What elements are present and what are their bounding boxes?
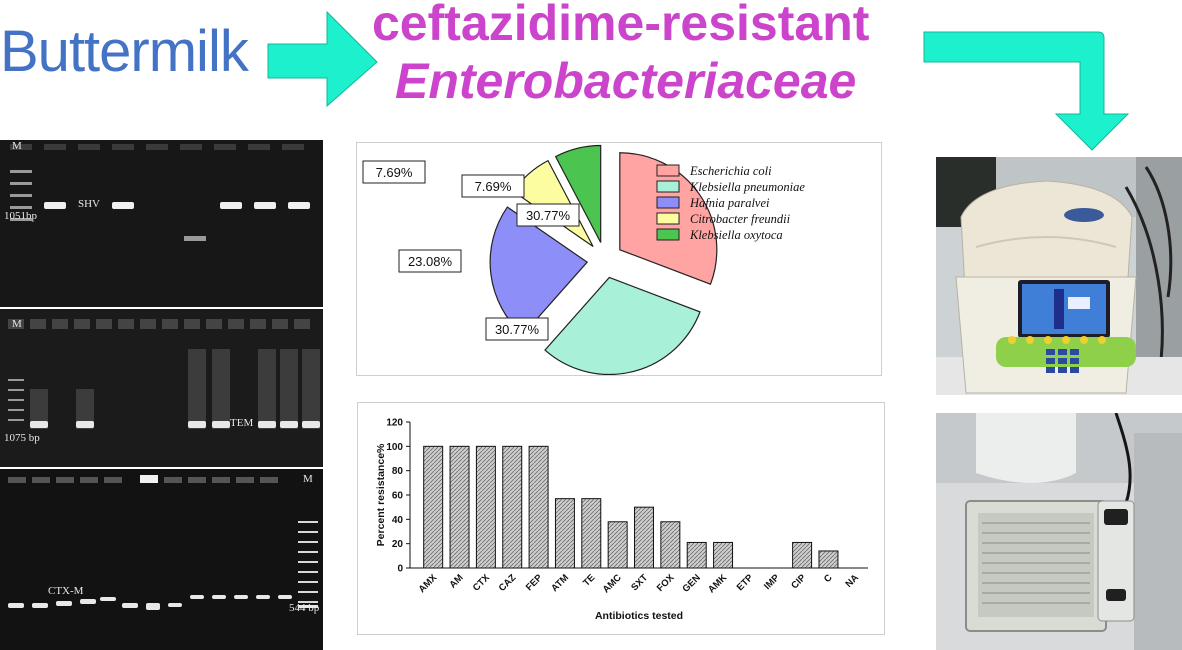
x-tick-label: AMK bbox=[706, 572, 729, 595]
bar bbox=[818, 550, 839, 569]
x-tick-label: ATM bbox=[549, 572, 571, 594]
y-tick-label: 80 bbox=[392, 466, 404, 477]
gel-tem-panel: M TEM 1075 bp bbox=[0, 309, 323, 467]
x-tick-label: AMC bbox=[601, 572, 624, 595]
x-tick-label: TE bbox=[581, 572, 597, 588]
y-tick-label: 60 bbox=[392, 491, 404, 502]
arrow-down-icon bbox=[923, 31, 1130, 151]
legend-swatch bbox=[656, 212, 680, 225]
gel-tem-bands bbox=[0, 309, 323, 467]
x-tick-label: FOX bbox=[655, 572, 677, 594]
pie-data-label: 7.69% bbox=[376, 165, 413, 180]
bar bbox=[686, 541, 707, 569]
x-tick-label: C bbox=[822, 572, 835, 585]
y-tick-label: 120 bbox=[386, 418, 403, 429]
bar bbox=[581, 498, 602, 569]
gel-shv-band-size: 1051bp bbox=[4, 210, 37, 222]
legend-label: Klebsiella oxytoca bbox=[689, 228, 783, 242]
pie-data-label-box bbox=[516, 203, 580, 227]
bar bbox=[554, 498, 575, 569]
x-tick-label: NA bbox=[843, 572, 861, 590]
legend-label: Klebsiella pneumoniae bbox=[689, 180, 805, 194]
pie-data-label-box bbox=[398, 249, 462, 273]
gel-shv-gene-label: SHV bbox=[78, 198, 101, 210]
gel-shv-panel: M SHV 1051bp bbox=[0, 140, 323, 307]
bar bbox=[792, 541, 813, 569]
bar bbox=[713, 541, 734, 569]
gel-tem-gene-label: TEM bbox=[230, 417, 254, 429]
legend-label: Citrobacter freundii bbox=[690, 212, 791, 226]
y-tick-label: 20 bbox=[392, 539, 404, 550]
legend-swatch bbox=[656, 164, 680, 177]
x-tick-label: CIP bbox=[789, 572, 808, 591]
pie-slice bbox=[544, 276, 701, 376]
pie-data-label: 30.77% bbox=[495, 322, 540, 337]
pie-data-label-box bbox=[362, 160, 426, 184]
gel-tem-band-size: 1075 bp bbox=[4, 432, 40, 444]
x-tick-label: AM bbox=[447, 572, 465, 590]
gel-ctxm-panel: M CTX-M 544 bp bbox=[0, 469, 323, 650]
gel-ctxm-bands bbox=[0, 469, 323, 650]
gel-ctxm-gene-label: CTX-M bbox=[48, 585, 84, 597]
y-tick-label: 0 bbox=[397, 564, 403, 575]
pie-data-label: 30.77% bbox=[526, 208, 571, 223]
bar bbox=[660, 521, 681, 569]
electrophoresis-photo bbox=[936, 413, 1182, 650]
title-line-1: ceftazidime-resistant bbox=[372, 0, 870, 51]
x-tick-label: AMX bbox=[417, 572, 440, 595]
gel-ctxm-band-size: 544 bp bbox=[289, 602, 320, 614]
x-tick-label: ETP bbox=[735, 572, 756, 593]
pie-chart-box: 30.77% 30.77% 23.08% 7.69% 7.69% Escherichia … bbox=[356, 142, 882, 376]
x-tick-label: FEP bbox=[524, 572, 545, 593]
legend-swatch bbox=[656, 180, 680, 193]
y-tick-label: 100 bbox=[386, 442, 403, 453]
pie-chart: 30.77% 30.77% 23.08% 7.69% 7.69% Escherichia … bbox=[362, 144, 805, 376]
bar bbox=[607, 521, 628, 569]
bar bbox=[423, 445, 444, 569]
x-tick-label: IMP bbox=[762, 572, 782, 592]
gel-shv-bands bbox=[0, 140, 323, 307]
bar bbox=[502, 445, 523, 569]
pie-data-label: 23.08% bbox=[408, 254, 453, 269]
y-axis-title: Percent resistance% bbox=[375, 443, 387, 546]
gel-ctxm-marker: M bbox=[303, 473, 313, 485]
gel-tem-marker: M bbox=[12, 318, 22, 330]
x-tick-label: CTX bbox=[471, 572, 493, 594]
x-axis-title: Antibiotics tested bbox=[595, 610, 683, 622]
arrow-right-icon bbox=[267, 10, 378, 108]
source-label: Buttermilk bbox=[0, 19, 249, 84]
x-tick-label: GEN bbox=[680, 572, 702, 594]
x-tick-label: CAZ bbox=[497, 572, 519, 594]
thermocycler-image bbox=[936, 157, 1182, 395]
electrophoresis-image bbox=[936, 413, 1182, 650]
pie-slice bbox=[554, 144, 602, 243]
thermocycler-photo bbox=[936, 157, 1182, 395]
legend-label: Hafnia paralvei bbox=[689, 196, 770, 210]
gel-shv-marker: M bbox=[12, 140, 22, 152]
bar bbox=[528, 445, 549, 569]
bar bbox=[449, 445, 470, 569]
pie-data-label: 7.69% bbox=[475, 179, 512, 194]
legend-swatch bbox=[656, 196, 680, 209]
legend-label: Escherichia coli bbox=[689, 164, 772, 178]
bar-chart: 0 20 40 60 80 100 120 AMX AM CTX CAZ FEP ATM TE AMC SXT… bbox=[375, 418, 868, 622]
legend-swatch bbox=[656, 228, 680, 241]
bar-chart-box: 0 20 40 60 80 100 120 AMX AM CTX CAZ FEP ATM TE AMC SXT… bbox=[357, 402, 885, 635]
x-tick-label: SXT bbox=[629, 572, 650, 593]
bar bbox=[634, 506, 654, 569]
pie-data-label-box bbox=[461, 174, 525, 198]
y-tick-label: 40 bbox=[392, 515, 404, 526]
title-line-2: Enterobacteriaceae bbox=[395, 53, 857, 109]
bar bbox=[475, 445, 496, 569]
pie-data-label-box bbox=[485, 317, 549, 341]
